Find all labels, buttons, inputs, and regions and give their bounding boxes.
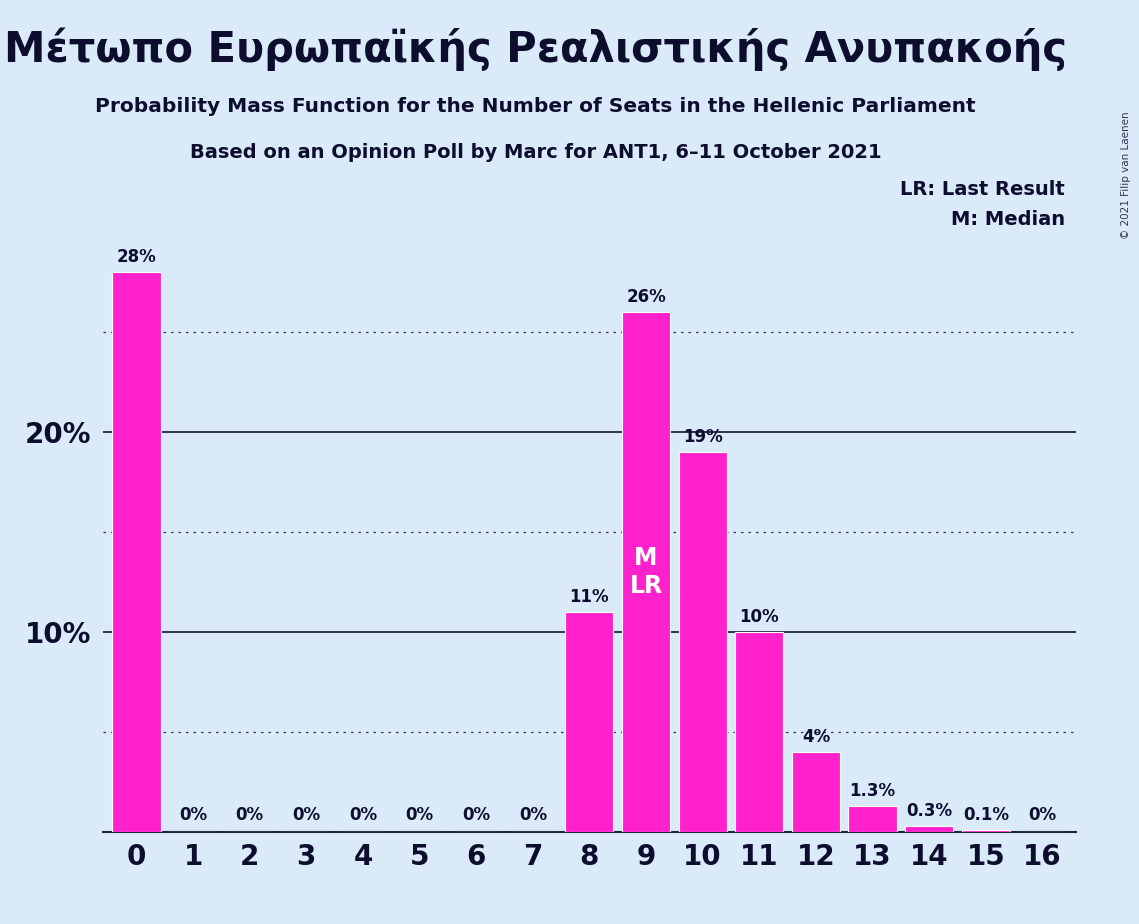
Text: 0.1%: 0.1%	[962, 806, 1009, 823]
Text: © 2021 Filip van Laenen: © 2021 Filip van Laenen	[1121, 111, 1131, 238]
Text: 0%: 0%	[405, 806, 434, 823]
Text: Μέτωπο Ευρωπαϊκής Ρεαλιστικής Ανυπακοής: Μέτωπο Ευρωπαϊκής Ρεαλιστικής Ανυπακοής	[3, 28, 1067, 71]
Text: 0%: 0%	[518, 806, 547, 823]
Text: 28%: 28%	[116, 249, 156, 266]
Bar	[849, 806, 896, 832]
Text: 0%: 0%	[236, 806, 264, 823]
Text: 11%: 11%	[570, 588, 609, 606]
Text: M
LR: M LR	[630, 546, 663, 598]
Bar	[736, 632, 784, 832]
Text: 19%: 19%	[682, 428, 722, 446]
Bar	[961, 830, 1010, 832]
Text: Probability Mass Function for the Number of Seats in the Hellenic Parliament: Probability Mass Function for the Number…	[95, 97, 976, 116]
Text: 10%: 10%	[739, 608, 779, 626]
Text: 26%: 26%	[626, 288, 666, 307]
Text: 0%: 0%	[462, 806, 490, 823]
Bar	[906, 826, 953, 832]
Text: 0.3%: 0.3%	[907, 802, 952, 820]
Text: M: Median: M: Median	[951, 210, 1065, 229]
Bar	[113, 273, 161, 832]
Text: 0%: 0%	[293, 806, 320, 823]
Bar	[622, 312, 670, 832]
Bar	[679, 452, 727, 832]
Text: 0%: 0%	[349, 806, 377, 823]
Text: 0%: 0%	[1029, 806, 1057, 823]
Bar	[565, 612, 614, 832]
Text: 0%: 0%	[179, 806, 207, 823]
Text: 4%: 4%	[802, 728, 830, 746]
Text: LR: Last Result: LR: Last Result	[900, 180, 1065, 200]
Text: Based on an Opinion Poll by Marc for ANT1, 6–11 October 2021: Based on an Opinion Poll by Marc for ANT…	[189, 143, 882, 163]
Bar	[792, 752, 839, 832]
Text: 1.3%: 1.3%	[850, 782, 895, 799]
